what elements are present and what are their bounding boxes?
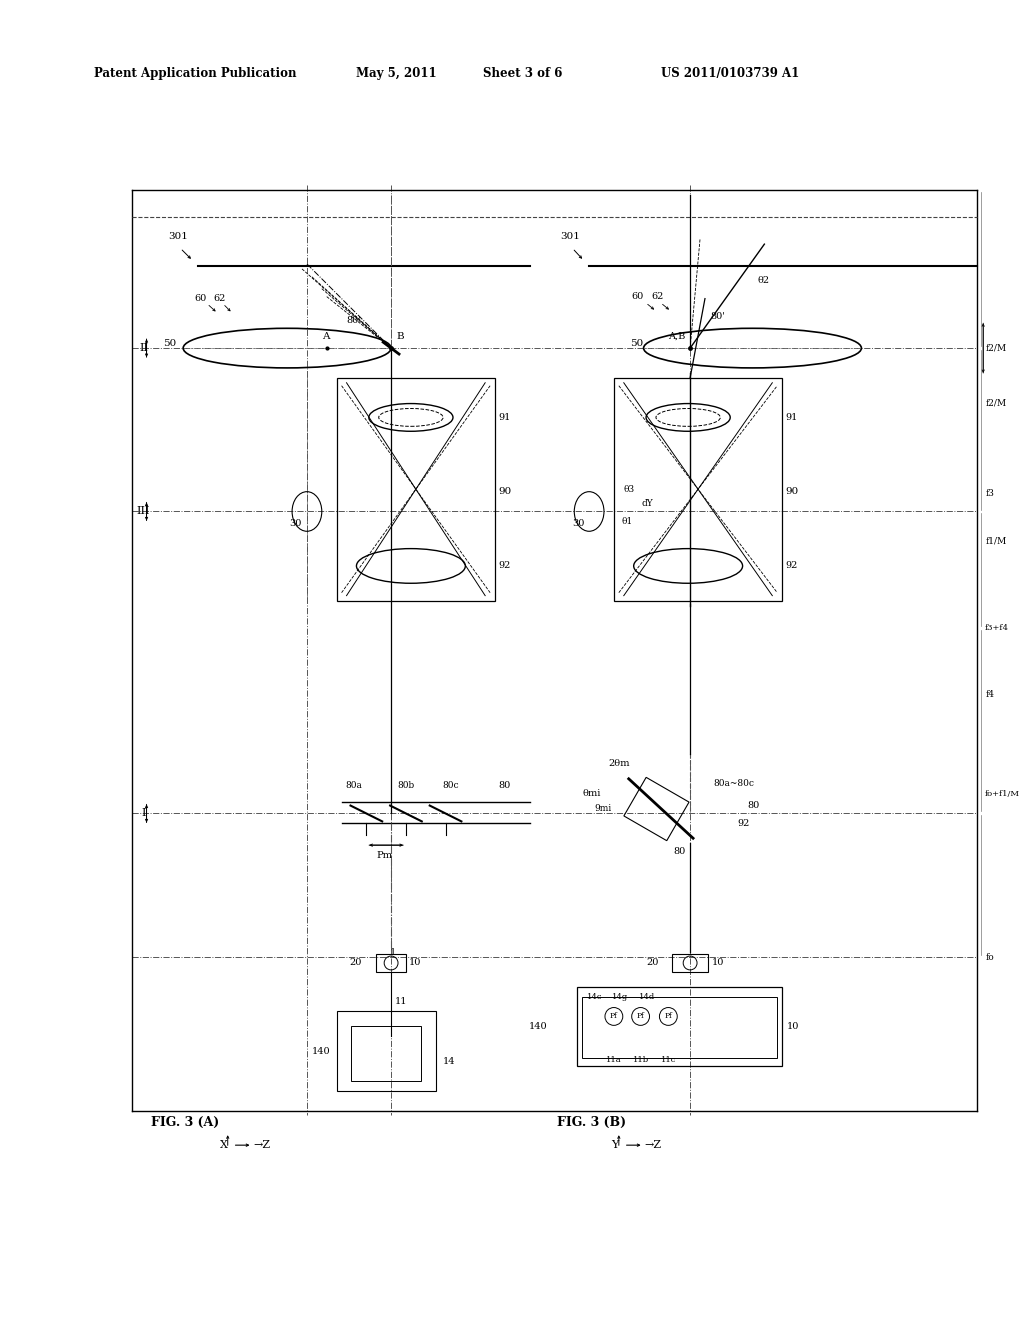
Bar: [673, 954, 708, 972]
Text: X: X: [220, 1140, 227, 1150]
Text: fo+f1/M: fo+f1/M: [985, 789, 1020, 797]
Text: 11b: 11b: [633, 1056, 648, 1064]
Text: 80: 80: [674, 846, 685, 855]
Text: II: II: [139, 343, 148, 354]
Text: 90: 90: [785, 487, 799, 496]
Text: 140: 140: [312, 1047, 331, 1056]
Text: I: I: [141, 808, 145, 818]
Text: 11: 11: [395, 997, 408, 1006]
Bar: [337, 1011, 435, 1090]
Text: A,B: A,B: [669, 331, 686, 341]
Bar: [624, 777, 689, 841]
Text: Y: Y: [611, 1140, 618, 1150]
Text: →Z: →Z: [644, 1140, 662, 1150]
Text: f4: f4: [985, 690, 994, 700]
Text: 80': 80': [710, 312, 725, 321]
Text: Pf: Pf: [665, 1012, 673, 1020]
Text: 90: 90: [498, 487, 511, 496]
Text: 301: 301: [560, 232, 581, 240]
Text: 50: 50: [630, 339, 643, 347]
Text: θ2: θ2: [758, 276, 770, 285]
Text: 91: 91: [785, 413, 798, 422]
Text: f3+f4: f3+f4: [985, 624, 1010, 632]
Text: 1: 1: [390, 948, 396, 957]
Text: 62: 62: [651, 292, 664, 301]
Text: Patent Application Publication: Patent Application Publication: [94, 67, 297, 81]
Text: f2/M: f2/M: [985, 399, 1007, 407]
Text: 9mi: 9mi: [594, 804, 611, 813]
Text: 10: 10: [409, 958, 421, 968]
Text: 62: 62: [214, 294, 226, 304]
Text: 92: 92: [737, 818, 750, 828]
Text: Pf: Pf: [610, 1012, 617, 1020]
Text: θmi: θmi: [583, 789, 600, 799]
Text: θ3: θ3: [624, 486, 635, 494]
Bar: [337, 378, 495, 601]
Text: 80a: 80a: [345, 781, 361, 791]
Bar: [613, 378, 782, 601]
Text: 80: 80: [499, 781, 511, 791]
Text: 140: 140: [529, 1022, 548, 1031]
Text: 91: 91: [498, 413, 510, 422]
Text: 30: 30: [572, 519, 585, 528]
Text: 11a: 11a: [606, 1056, 622, 1064]
Text: FIG. 3 (B): FIG. 3 (B): [557, 1115, 627, 1129]
Text: Sheet 3 of 6: Sheet 3 of 6: [483, 67, 562, 81]
Text: dY: dY: [642, 499, 653, 508]
Text: 10: 10: [787, 1022, 800, 1031]
Text: Pm: Pm: [376, 850, 392, 859]
Text: 14d: 14d: [639, 993, 655, 1001]
Text: θ1: θ1: [622, 517, 633, 525]
Text: 14: 14: [442, 1056, 455, 1065]
Text: 30: 30: [289, 519, 301, 528]
Text: f2/M: f2/M: [985, 343, 1007, 352]
Text: f1/M: f1/M: [985, 537, 1007, 545]
Text: Pf: Pf: [637, 1012, 644, 1020]
Text: 80c: 80c: [442, 781, 459, 791]
Text: 2θm: 2θm: [608, 759, 630, 768]
Bar: [376, 954, 406, 972]
Text: →Z: →Z: [254, 1140, 270, 1150]
Text: A: A: [322, 331, 330, 341]
Text: 10: 10: [712, 958, 724, 968]
Text: 14c: 14c: [587, 993, 603, 1001]
Bar: [351, 1027, 421, 1081]
Text: 11c: 11c: [660, 1056, 676, 1064]
Text: 60: 60: [195, 294, 206, 304]
Text: f3: f3: [985, 490, 994, 498]
Text: fo: fo: [985, 953, 994, 961]
Text: 80: 80: [748, 801, 760, 810]
Text: B: B: [396, 331, 403, 341]
Text: 20: 20: [349, 958, 361, 968]
Text: 80b: 80b: [397, 781, 415, 791]
Text: 20: 20: [646, 958, 658, 968]
Bar: [578, 987, 782, 1067]
Text: US 2011/0103739 A1: US 2011/0103739 A1: [662, 67, 800, 81]
Text: 301: 301: [168, 232, 188, 240]
Text: 14g: 14g: [612, 993, 628, 1001]
Text: FIG. 3 (A): FIG. 3 (A): [152, 1115, 220, 1129]
Text: 80': 80': [346, 315, 361, 325]
Text: III: III: [137, 507, 151, 516]
Text: 92: 92: [498, 561, 510, 570]
Text: 80a~80c: 80a~80c: [713, 779, 754, 788]
Text: 50: 50: [164, 339, 176, 347]
Text: 92: 92: [785, 561, 798, 570]
Bar: [583, 997, 777, 1059]
Text: 60: 60: [632, 292, 644, 301]
Text: May 5, 2011: May 5, 2011: [356, 67, 437, 81]
